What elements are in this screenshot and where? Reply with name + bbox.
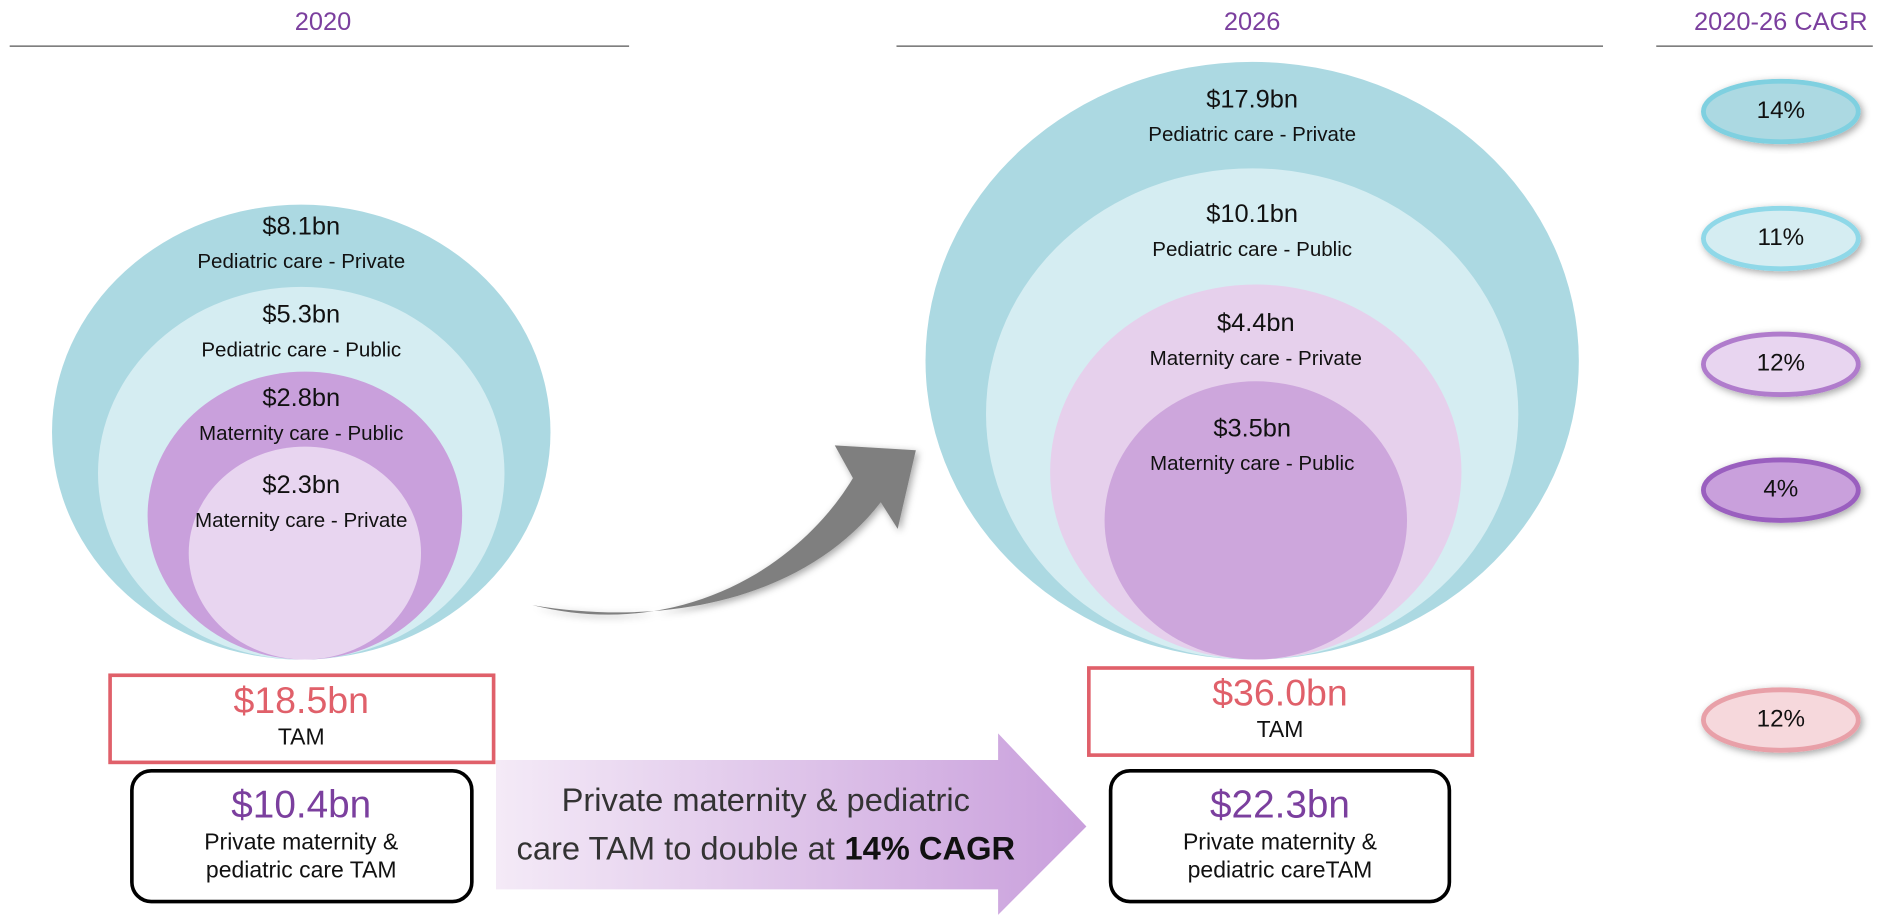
- private-tam-value: $10.4bn: [231, 783, 371, 826]
- segment-label: Pediatric care - Private: [197, 250, 405, 273]
- arrow-text: care TAM to double at 14% CAGR: [517, 829, 1016, 866]
- growth-arrow: [532, 445, 916, 615]
- segment-value: $5.3bn: [262, 301, 340, 329]
- segment-label: Pediatric care - Public: [1152, 238, 1352, 261]
- segment-value: $8.1bn: [262, 212, 340, 240]
- cagr-bubble: [1701, 687, 1861, 753]
- header: 2020-26 CAGR: [1694, 8, 1868, 36]
- segment-label: Pediatric care - Private: [1148, 123, 1356, 146]
- cagr-bubble: [1701, 205, 1861, 272]
- tam-label: TAM: [1257, 716, 1304, 742]
- tam-box: [1087, 666, 1475, 757]
- arrow-text-bold: 14% CAGR: [844, 829, 1015, 866]
- private-tam-value: $22.3bn: [1210, 783, 1350, 826]
- tam-value: $18.5bn: [233, 679, 369, 721]
- segment-label: Maternity care - Public: [1150, 452, 1354, 475]
- segment-label: Pediatric care - Public: [201, 338, 401, 361]
- cagr-bubble: [1701, 331, 1861, 398]
- header: 2026: [1224, 8, 1280, 36]
- cagr-value: 14%: [1757, 97, 1805, 124]
- arrow-text: care TAM to double at: [517, 829, 835, 866]
- private-tam-label: Private maternity &: [1183, 829, 1377, 855]
- segment-value: $3.5bn: [1213, 414, 1291, 442]
- bubbles-2026: [925, 61, 1579, 660]
- header: 2020: [295, 8, 351, 36]
- segment-label: Maternity care - Private: [1150, 347, 1362, 370]
- segment-label: Maternity care - Private: [195, 509, 407, 532]
- private-tam-box: [1108, 769, 1452, 904]
- cagr-value: 11%: [1758, 224, 1805, 251]
- private-tam-label: Private maternity &: [204, 829, 398, 855]
- private-tam-label: pediatric care TAM: [206, 856, 397, 882]
- arrow-text: Private maternity & pediatric: [562, 781, 970, 818]
- cagr-value: 12%: [1757, 350, 1805, 377]
- private-tam-label: pediatric careTAM: [1188, 856, 1373, 882]
- cagr-bubble: [1701, 78, 1861, 145]
- segment-label: Maternity care - Public: [199, 422, 403, 445]
- tam-box: [108, 673, 496, 765]
- segment-value: $2.3bn: [262, 471, 340, 499]
- cagr-value: 12%: [1757, 705, 1805, 732]
- segment-value: $4.4bn: [1217, 309, 1295, 337]
- segment-value: $2.8bn: [262, 384, 340, 412]
- tam-value: $36.0bn: [1212, 672, 1348, 714]
- cagr-value: 4%: [1763, 476, 1798, 503]
- segment-value: $17.9bn: [1206, 85, 1298, 113]
- cagr-arrow: [496, 733, 1087, 915]
- private-tam-box: [130, 769, 474, 904]
- cagr-bubble: [1701, 457, 1861, 523]
- tam-label: TAM: [278, 723, 325, 749]
- segment-value: $10.1bn: [1206, 200, 1298, 228]
- bubbles-2020: [52, 204, 551, 660]
